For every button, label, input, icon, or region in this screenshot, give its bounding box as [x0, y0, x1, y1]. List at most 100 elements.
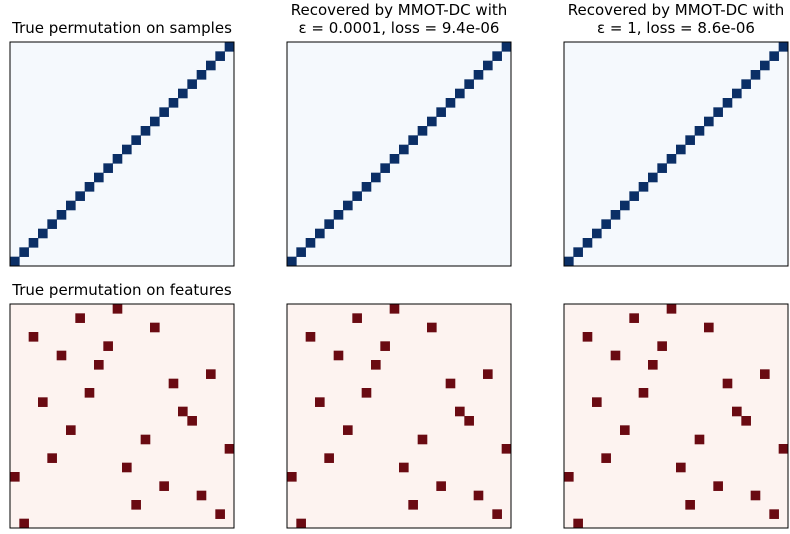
heatmap-cell — [629, 191, 639, 201]
heatmap-cell — [296, 518, 306, 529]
plot-frame — [563, 303, 789, 529]
heatmap-cell — [131, 135, 141, 145]
heatmap-cell — [196, 70, 207, 80]
heatmap-cell — [582, 332, 593, 342]
heatmap-cell — [352, 313, 362, 323]
heatmap-cell — [455, 406, 465, 417]
heatmap-cell — [732, 406, 742, 417]
heatmap-cell — [380, 341, 390, 351]
heatmap-cell — [159, 107, 169, 117]
heatmap-cell — [352, 191, 362, 201]
heatmap-cell — [483, 369, 493, 379]
plot-title-line: True permutation on samples — [11, 19, 232, 37]
heatmap-cell — [371, 172, 381, 183]
plot-frame — [563, 41, 789, 267]
plot-title-line: True permutation on features — [11, 281, 232, 299]
heatmap-cell — [178, 406, 188, 417]
heatmap-cell — [685, 500, 695, 510]
heatmap-cell — [592, 228, 602, 239]
heatmap-cell — [722, 378, 733, 389]
heatmap-cell — [215, 51, 225, 61]
heatmap-cell — [417, 434, 428, 445]
heatmap-cell — [564, 256, 574, 267]
heatmap-cell — [648, 360, 658, 370]
heatmap-cell — [676, 462, 686, 473]
plot-frame — [286, 303, 512, 529]
heatmap-cell — [666, 154, 677, 164]
heatmap-cell — [66, 425, 76, 435]
heatmap-cell — [408, 135, 418, 145]
heatmap-cell — [445, 98, 456, 108]
heatmap-cell — [408, 500, 418, 510]
heatmap-cell — [103, 163, 113, 173]
heatmap-cell — [140, 434, 151, 445]
heatmap-cell — [38, 228, 48, 239]
heatmap-cell — [28, 332, 39, 342]
heatmap-cell — [28, 238, 39, 248]
heatmap-cell — [492, 509, 502, 519]
heatmap-cell — [224, 42, 235, 52]
heatmap-cell — [38, 397, 48, 407]
heatmap-cell — [573, 247, 583, 257]
heatmap-cell — [638, 182, 649, 192]
heatmap-cell — [371, 360, 381, 370]
heatmap-cell — [333, 210, 344, 220]
heatmap-cell — [629, 313, 639, 323]
heatmap-cell — [445, 378, 456, 389]
heatmap-cell — [122, 462, 132, 473]
heatmap-cell — [305, 238, 316, 248]
heatmap-cell — [694, 434, 705, 445]
heatmap-cell — [610, 350, 621, 361]
heatmap-cell — [399, 462, 409, 473]
heatmap-cell — [704, 322, 714, 333]
heatmap-cell — [315, 228, 325, 239]
heatmap-cell — [56, 350, 67, 361]
heatmap-cell — [361, 388, 372, 398]
heatmap-cell — [685, 135, 695, 145]
heatmap-cell — [778, 444, 789, 454]
heatmap-cell — [215, 509, 225, 519]
plot-frame — [286, 41, 512, 267]
heatmap-cell — [150, 116, 160, 127]
heatmap-cell — [760, 369, 770, 379]
heatmap-cell — [84, 388, 95, 398]
heatmap-cell — [582, 238, 593, 248]
heatmap-cell — [648, 172, 658, 183]
heatmap-cell — [84, 182, 95, 192]
heatmap-cell — [10, 256, 20, 267]
heatmap-cell — [380, 163, 390, 173]
heatmap-cell — [178, 88, 188, 99]
heatmap-cell — [187, 416, 197, 426]
heatmap-cell — [564, 472, 574, 482]
heatmap-cell — [473, 490, 484, 501]
heatmap-cell — [769, 509, 779, 519]
heatmap-cell — [760, 60, 770, 71]
heatmap-cell — [732, 88, 742, 99]
heatmap-cell — [676, 144, 686, 155]
heatmap-cell — [47, 219, 57, 229]
heatmap-cell — [713, 107, 723, 117]
heatmap-cell — [694, 126, 705, 136]
heatmap-cell — [187, 79, 197, 89]
heatmap-cell — [620, 425, 630, 435]
heatmap-cell — [168, 98, 179, 108]
heatmap-cell — [112, 304, 123, 314]
heatmap-cell — [75, 313, 85, 323]
heatmap-cell — [131, 500, 141, 510]
heatmap-cell — [324, 219, 334, 229]
plot-frame — [9, 303, 235, 529]
heatmap-cell — [343, 200, 353, 211]
heatmap-cell — [343, 425, 353, 435]
heatmap-cell — [122, 144, 132, 155]
heatmap-cell — [464, 79, 474, 89]
heatmap-cell — [19, 247, 29, 257]
heatmap-cell — [315, 397, 325, 407]
heatmap-cell — [75, 191, 85, 201]
plot-frame — [9, 41, 235, 267]
heatmap-cell — [666, 304, 677, 314]
heatmap-cell — [778, 42, 789, 52]
heatmap-cell — [287, 256, 297, 267]
heatmap-cell — [389, 304, 400, 314]
heatmap-cell — [455, 88, 465, 99]
